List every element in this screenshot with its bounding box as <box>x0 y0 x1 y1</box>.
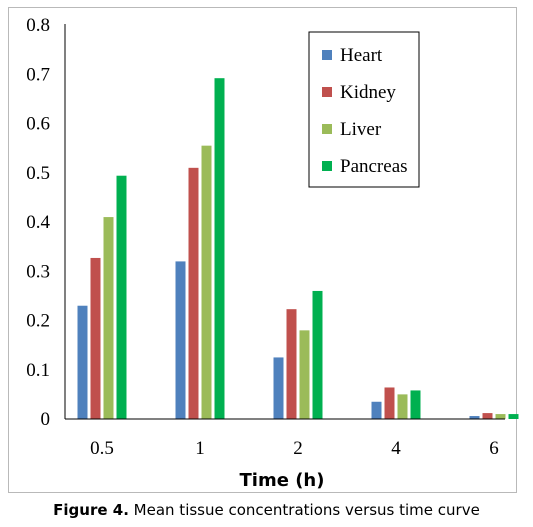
bar-pancreas-0.5 <box>116 175 127 419</box>
y-tick-label: 0.3 <box>26 261 50 282</box>
y-tick-label: 0.7 <box>26 64 50 85</box>
x-tick-label: 6 <box>489 438 499 459</box>
bar-liver-1 <box>201 145 212 419</box>
bar-heart-1 <box>175 261 186 419</box>
caption-text: Mean tissue concentrations versus time c… <box>133 501 480 519</box>
bar-pancreas-4 <box>410 390 421 419</box>
bar-heart-4 <box>371 401 382 419</box>
bar-kidney-6 <box>482 413 493 419</box>
bar-pancreas-6 <box>508 414 519 419</box>
x-axis-label: Time (h) <box>240 470 325 491</box>
bar-kidney-2 <box>286 309 297 419</box>
axes-group <box>64 24 505 420</box>
y-tick-labels: 0 0.1 0.2 0.3 0.4 0.5 0.6 0.7 0.8 <box>26 15 50 430</box>
bar-heart-2 <box>273 357 284 419</box>
bar-pancreas-1 <box>214 78 225 419</box>
bar-pancreas-2 <box>312 290 323 419</box>
bar-heart-0.5 <box>77 305 88 419</box>
y-tick-label: 0.2 <box>26 311 50 332</box>
bar-kidney-0.5 <box>90 257 101 419</box>
legend-swatch-kidney <box>322 87 332 97</box>
x-tick-label: 2 <box>293 438 303 459</box>
legend-swatch-pancreas <box>322 161 332 171</box>
y-tick-label: 0.5 <box>26 163 50 184</box>
caption-label: Figure 4. <box>53 501 129 519</box>
legend-label-liver: Liver <box>340 119 382 140</box>
bar-liver-0.5 <box>103 217 114 419</box>
y-tick-label: 0.1 <box>26 360 50 381</box>
x-tick-label: 4 <box>391 438 401 459</box>
x-tick-label: 1 <box>195 438 205 459</box>
bar-heart-6 <box>469 416 480 419</box>
legend-label-kidney: Kidney <box>340 82 396 103</box>
bars-group <box>77 78 519 419</box>
bar-liver-2 <box>299 330 310 419</box>
x-tick-labels: 0.5 1 2 4 6 <box>90 438 499 459</box>
x-tick-label: 0.5 <box>90 438 114 459</box>
legend-swatch-liver <box>322 124 332 134</box>
legend-swatch-heart <box>322 50 332 60</box>
legend-items: Heart Kidney Liver Pancreas <box>322 45 408 177</box>
legend: Heart Kidney Liver Pancreas <box>308 31 420 188</box>
bar-kidney-4 <box>384 387 395 419</box>
y-tick-label: 0.6 <box>26 114 50 135</box>
y-tick-label: 0.8 <box>26 15 50 36</box>
y-tick-label: 0.4 <box>26 212 50 233</box>
bar-kidney-1 <box>188 167 199 419</box>
figure-caption: Figure 4. Mean tissue concentrations ver… <box>0 501 533 519</box>
bar-liver-4 <box>397 394 408 419</box>
bar-liver-6 <box>495 414 506 419</box>
y-tick-label: 0 <box>41 409 51 430</box>
legend-label-pancreas: Pancreas <box>340 156 408 177</box>
legend-label-heart: Heart <box>340 45 383 66</box>
